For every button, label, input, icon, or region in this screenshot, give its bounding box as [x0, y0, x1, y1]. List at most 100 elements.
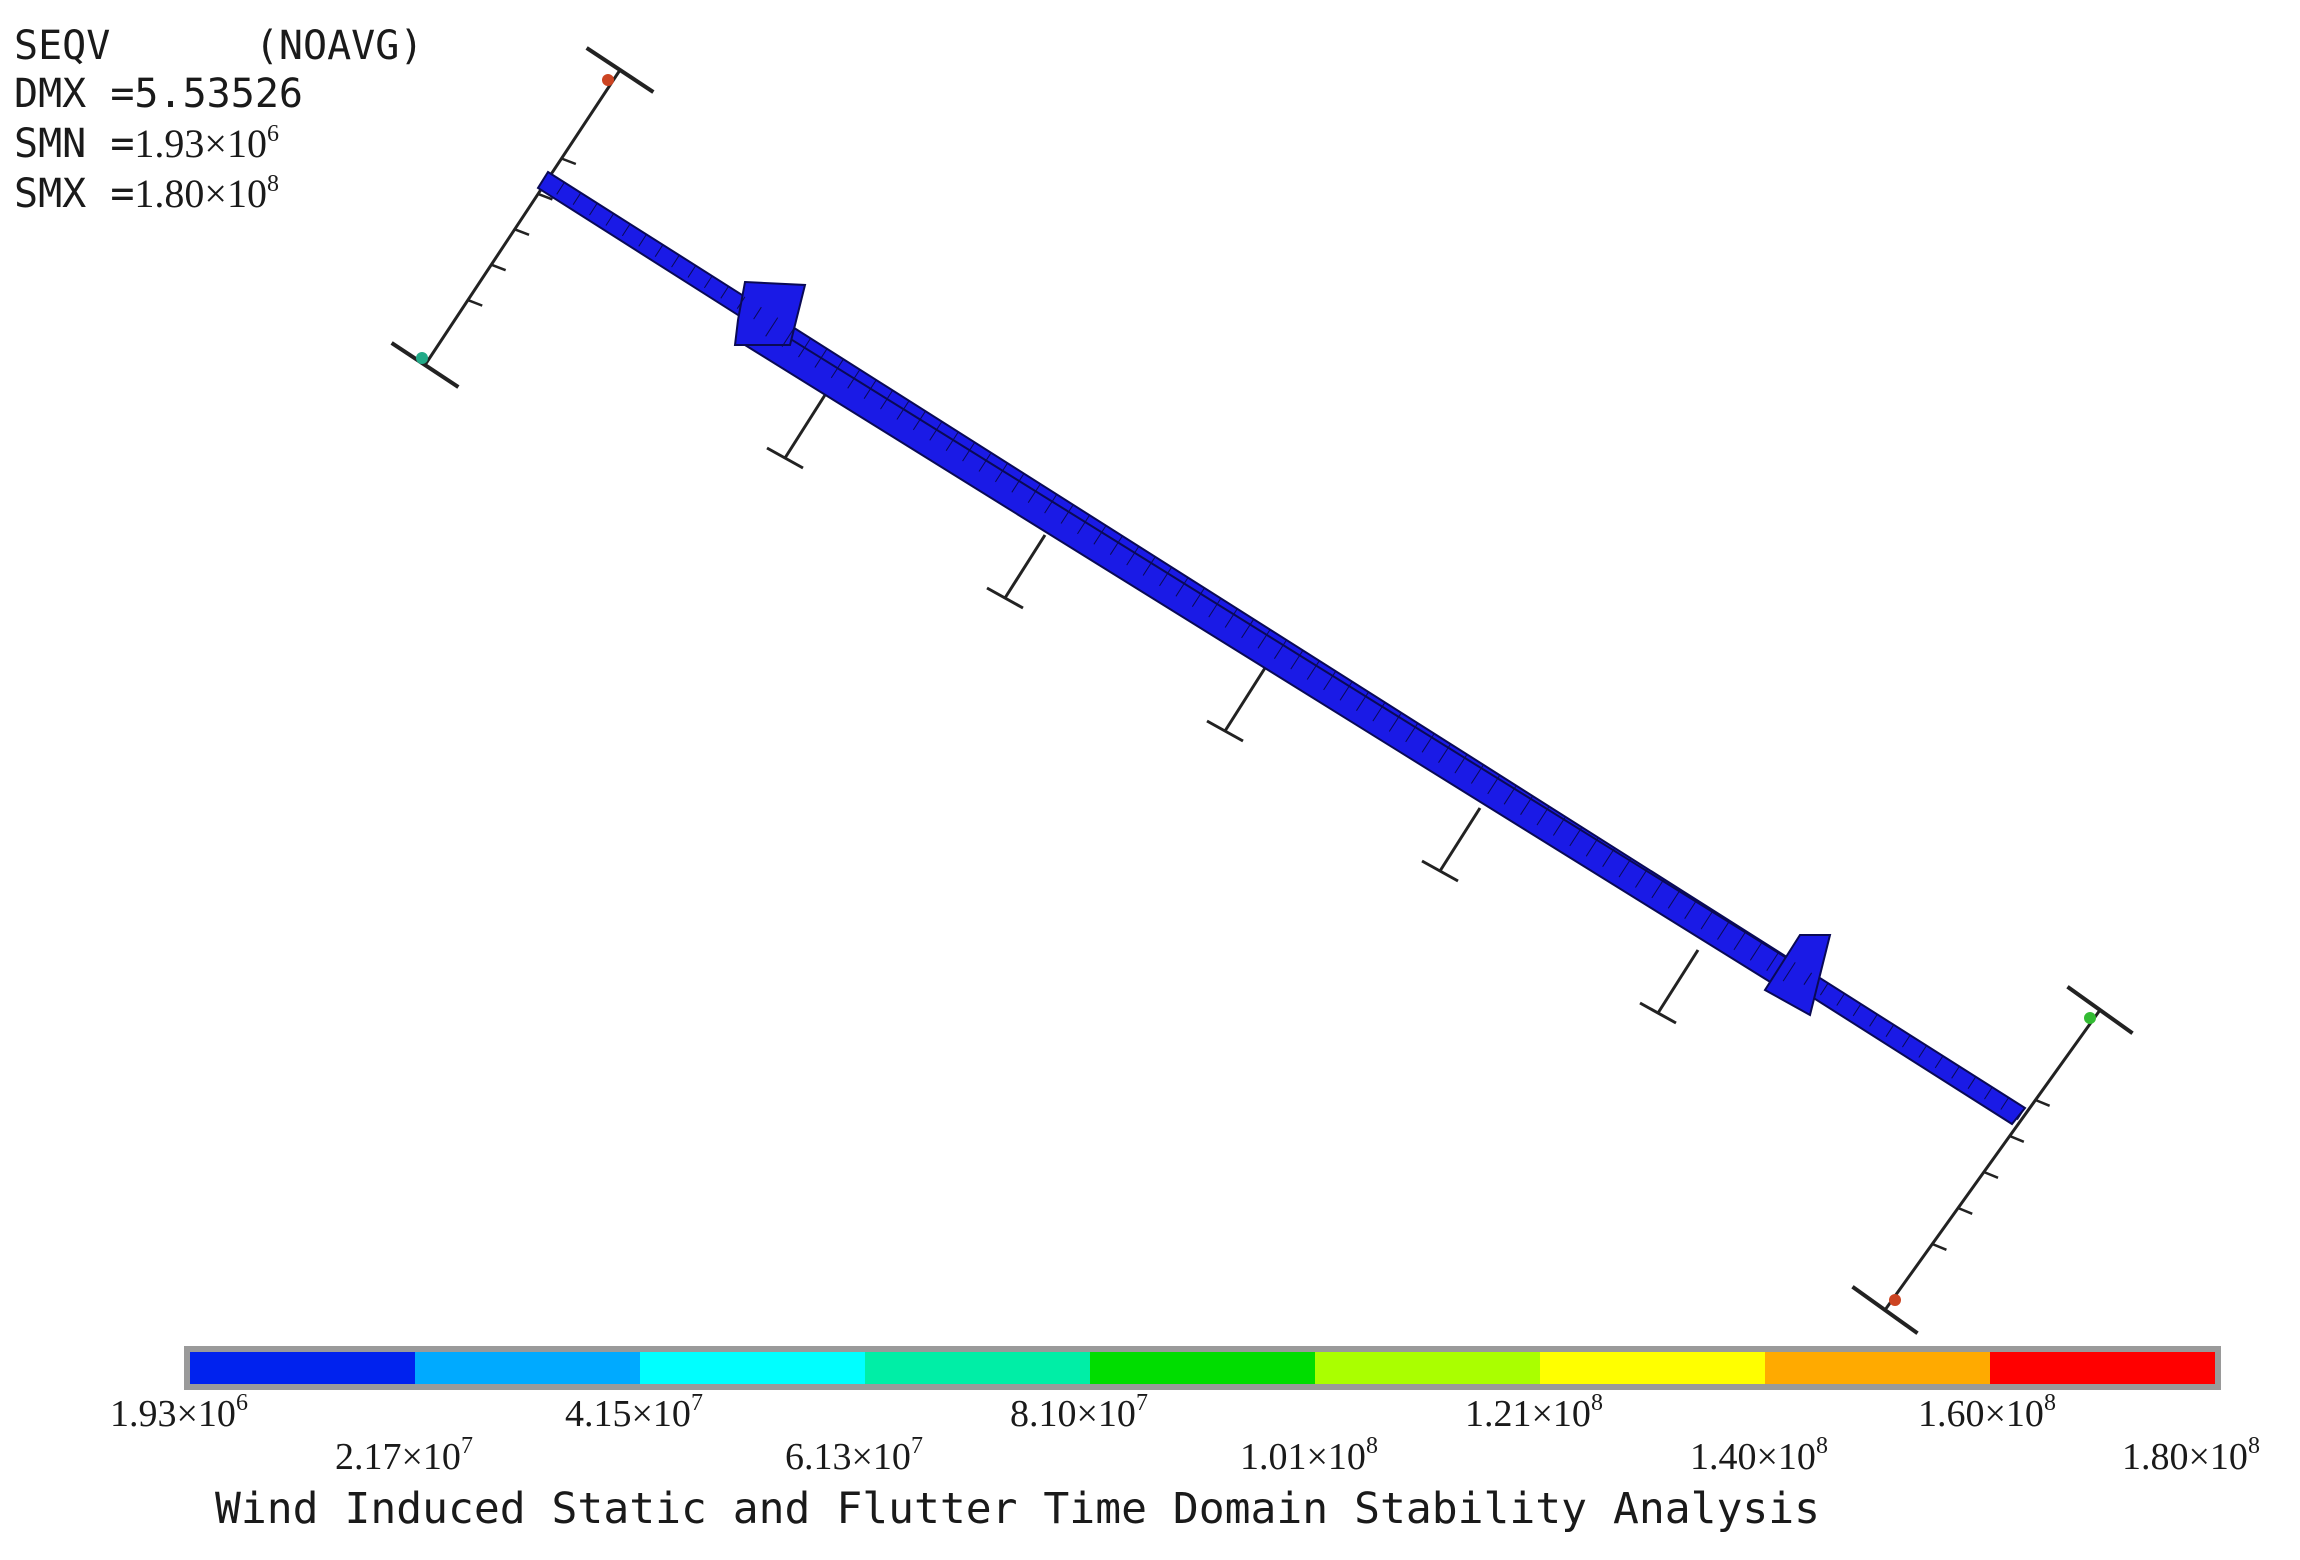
- hanger: [986, 534, 1047, 610]
- tower-crossbar: [585, 46, 655, 94]
- deck-mesh-line: [1934, 1055, 1944, 1069]
- deck-mesh-line: [912, 410, 926, 431]
- deck-mesh-line: [1552, 816, 1566, 836]
- deck-mesh-line: [1438, 743, 1452, 763]
- hanger: [1639, 949, 1700, 1025]
- smx-mantissa: 1.80×10: [134, 171, 267, 216]
- deck-mesh-line: [1536, 806, 1550, 826]
- deck-mesh-line: [1984, 1086, 1993, 1100]
- deck-mesh-line: [736, 296, 746, 309]
- deck-mesh-line: [1635, 868, 1648, 888]
- tower-stub: [467, 298, 483, 307]
- deck-mesh-line: [781, 327, 795, 347]
- smx-line: SMX =1.80×108: [14, 170, 279, 218]
- deck-mesh-line: [1766, 951, 1780, 971]
- deck-mesh-line: [1224, 608, 1238, 628]
- deck-mesh-line: [621, 223, 631, 237]
- deck-mesh-line: [962, 442, 976, 462]
- deck-mesh-line: [1208, 598, 1222, 618]
- legend-label: 1.40×108: [1690, 1433, 1828, 1478]
- deck-mesh-line: [1060, 504, 1074, 524]
- deck-mesh-line: [1717, 920, 1731, 940]
- deck-mesh-line: [1700, 910, 1714, 930]
- hanger-line: [1003, 534, 1047, 599]
- deck-mesh-line: [765, 317, 779, 337]
- legend-segment: [865, 1352, 1090, 1384]
- deck-mesh-line: [1175, 577, 1189, 597]
- deck-mesh-line: [929, 421, 943, 441]
- smx-exponent: 8: [266, 171, 279, 197]
- hanger-foot: [1639, 1001, 1677, 1025]
- legend-segment: [640, 1352, 865, 1384]
- analysis-title: Wind Induced Static and Flutter Time Dom…: [215, 1484, 1821, 1534]
- deck-mesh-line: [994, 462, 1008, 483]
- deck-mesh-line: [863, 379, 877, 399]
- deck-mesh-line: [1503, 785, 1517, 805]
- hanger: [1206, 667, 1267, 743]
- deck-mesh-line: [945, 431, 959, 451]
- legend-segment: [1315, 1352, 1540, 1384]
- deck-mesh-line: [1749, 941, 1763, 961]
- hanger-foot: [1421, 859, 1459, 883]
- deck-mesh-line: [880, 390, 894, 410]
- deck-mesh-line: [1684, 899, 1698, 919]
- tower-shaft: [1883, 1009, 2102, 1311]
- tower-stub: [1931, 1242, 1947, 1251]
- legend-segment: [1090, 1352, 1315, 1384]
- deck-mesh-line: [1159, 566, 1173, 587]
- deck-mesh-line: [1290, 650, 1304, 670]
- legend-label: 1.21×108: [1465, 1390, 1603, 1435]
- deck-mesh-line: [1520, 795, 1534, 815]
- deck-mesh-line: [1306, 660, 1320, 680]
- deck-mesh-line: [1836, 993, 1845, 1006]
- tower-stub: [561, 157, 577, 166]
- deck-mesh-line: [720, 286, 729, 299]
- deck-mesh-line: [1044, 494, 1058, 514]
- deck-mesh-line: [654, 244, 664, 257]
- deck-mesh-line: [1651, 878, 1665, 899]
- legend-segment: [1990, 1352, 2215, 1384]
- deck-mesh-line: [847, 369, 861, 389]
- deck-mesh-line: [1241, 618, 1255, 639]
- legend-label: 8.10×107: [1010, 1390, 1148, 1435]
- deck-mesh-line: [1782, 962, 1796, 982]
- smn-line: SMN =1.93×106: [14, 120, 279, 168]
- hanger-line: [1656, 949, 1700, 1014]
- deck-mesh-line: [589, 202, 598, 216]
- deck-mesh-line: [1027, 483, 1041, 503]
- deck-mesh-line: [2000, 1097, 2010, 1110]
- tower: [1851, 985, 2134, 1335]
- legend-label: 1.93×106: [110, 1390, 248, 1435]
- avg-label: (NOAVG): [254, 23, 424, 69]
- deck-mesh-line: [1819, 982, 1829, 996]
- deck-mesh-line: [830, 358, 844, 379]
- tower-marker: [416, 352, 428, 364]
- bridge-deck: [536, 170, 2027, 1126]
- legend-segment: [415, 1352, 640, 1384]
- deck-mesh-line: [1585, 837, 1599, 857]
- deck-block: [1763, 934, 1832, 1017]
- deck-mesh-line: [1142, 556, 1156, 576]
- legend-label: 1.01×108: [1240, 1433, 1378, 1478]
- tower-crossbar: [2066, 985, 2134, 1035]
- deck-mesh-line: [1421, 733, 1435, 753]
- deck-mesh-line: [1109, 535, 1123, 555]
- dmx-value: 5.53526: [134, 71, 303, 117]
- deck-mesh-line: [1323, 670, 1337, 691]
- deck-mesh-line: [1803, 972, 1813, 985]
- deck-mesh-line: [1372, 702, 1386, 722]
- deck-mesh-line: [1470, 764, 1484, 784]
- deck-mesh-line: [2016, 1107, 2026, 1121]
- deck-mesh-line: [1869, 1014, 1878, 1027]
- deck-mid: [743, 318, 1792, 987]
- deck-mesh-line: [1967, 1076, 1977, 1089]
- legend-segment: [190, 1352, 415, 1384]
- deck-mesh-line: [556, 182, 565, 195]
- deck-mesh-line: [798, 338, 811, 358]
- deck-mesh-line: [978, 452, 992, 472]
- deck-mesh-line: [753, 306, 762, 320]
- deck-mesh-line: [896, 400, 910, 420]
- towers: [390, 46, 2134, 1335]
- deck-mesh-line: [1902, 1034, 1911, 1048]
- deck-mesh-line: [1885, 1024, 1895, 1037]
